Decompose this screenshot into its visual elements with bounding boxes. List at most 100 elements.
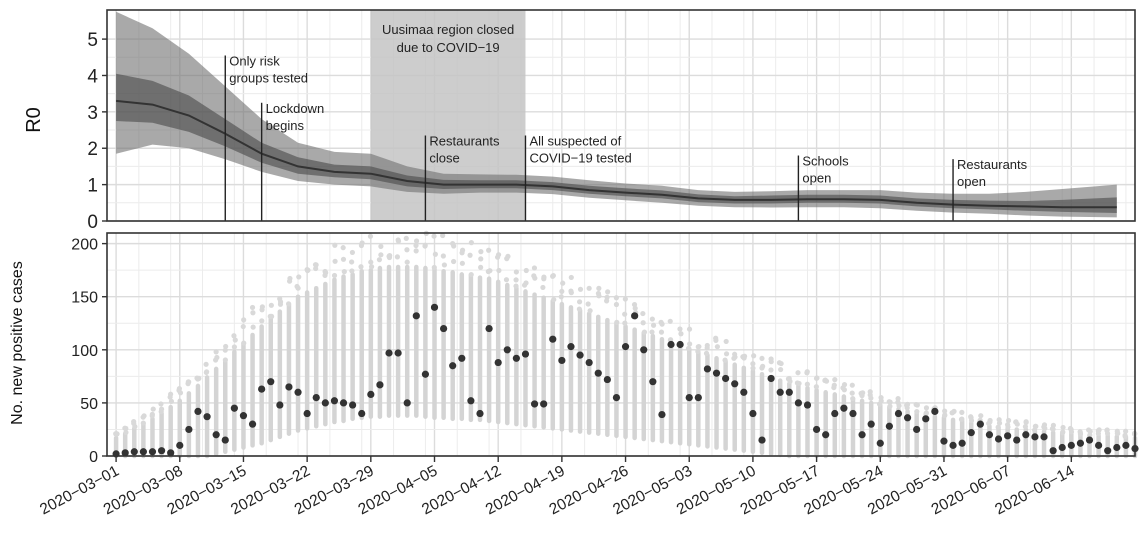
simulated-point <box>194 375 200 381</box>
simulated-point <box>313 262 319 268</box>
observed-point <box>449 362 457 370</box>
observed-point <box>658 410 666 419</box>
simulated-point <box>167 394 173 400</box>
observed-point <box>467 397 475 405</box>
simulated-point <box>1095 431 1101 437</box>
simulated-point <box>395 238 402 244</box>
observed-point <box>858 431 866 439</box>
simulated-point <box>658 329 665 335</box>
observed-point <box>176 441 184 449</box>
observed-point <box>576 351 584 359</box>
simulated-point <box>640 320 646 326</box>
annotation-label: Schools <box>802 154 849 169</box>
r0-panel-border <box>106 9 1136 222</box>
simulated-point <box>468 271 474 278</box>
simulated-point <box>667 318 673 324</box>
simulated-point <box>686 326 693 332</box>
observed-point <box>640 346 648 354</box>
observed-point <box>722 374 730 383</box>
observed-point <box>258 385 266 393</box>
observed-point <box>230 404 238 412</box>
simulated-point <box>513 277 519 283</box>
observed-point <box>303 409 311 418</box>
simulated-point <box>150 406 156 412</box>
simulated-point <box>878 394 884 401</box>
simulated-point <box>904 405 910 411</box>
observed-point <box>349 401 357 409</box>
simulated-point <box>714 344 720 350</box>
simulated-point <box>760 363 766 369</box>
y-tick-label: 50 <box>80 396 98 413</box>
observed-point <box>885 422 893 430</box>
observed-point <box>831 409 839 418</box>
annotation: Schools open <box>797 154 849 221</box>
simulated-point <box>978 413 984 419</box>
simulated-point <box>641 329 648 335</box>
annotation-label: open <box>957 174 986 189</box>
simulated-point <box>1023 419 1029 425</box>
simulated-point <box>1115 430 1121 437</box>
simulated-point <box>914 408 920 415</box>
simulated-point <box>413 242 419 249</box>
observed-point <box>358 409 366 418</box>
simulated-point <box>540 284 546 291</box>
observed-point <box>649 378 657 386</box>
y-tick-label: 5 <box>87 30 98 51</box>
simulated-point <box>585 301 591 307</box>
observed-point <box>1076 439 1085 447</box>
simulated-point <box>176 387 182 393</box>
simulated-point <box>741 353 748 359</box>
simulated-point <box>558 294 564 300</box>
simulated-point <box>341 269 347 275</box>
observed-point <box>1085 436 1094 444</box>
simulated-point <box>577 286 584 292</box>
annotation-label: COVID−19 tested <box>529 151 631 166</box>
observed-point <box>1031 433 1039 441</box>
simulated-point <box>614 319 620 325</box>
simulated-point <box>586 285 592 291</box>
simulated-point <box>494 254 501 260</box>
simulated-point <box>776 360 783 366</box>
simulated-point <box>431 233 437 239</box>
simulated-point <box>140 420 146 426</box>
simulated-point <box>168 398 175 404</box>
simulated-point <box>778 366 784 373</box>
simulated-point <box>550 272 556 279</box>
simulated-point <box>113 431 120 437</box>
y-tick-label: 3 <box>87 103 98 124</box>
simulated-point <box>431 264 437 271</box>
simulated-point <box>804 369 810 375</box>
simulated-point <box>622 320 628 326</box>
observed-point <box>694 393 702 402</box>
simulated-point <box>513 269 519 275</box>
observed-point <box>621 343 630 351</box>
simulated-point <box>622 311 628 317</box>
simulated-point <box>513 283 519 289</box>
observed-point <box>840 404 848 412</box>
observed-point <box>421 370 430 378</box>
simulated-point <box>140 414 146 420</box>
observed-point <box>540 400 548 408</box>
observed-point <box>985 431 994 439</box>
simulated-point <box>222 357 228 363</box>
simulated-point <box>531 273 537 279</box>
y-tick-label: 150 <box>71 290 98 307</box>
simulated-point <box>132 424 138 430</box>
simulated-point <box>678 331 684 337</box>
simulated-point <box>794 380 801 386</box>
simulated-point <box>349 249 356 256</box>
simulated-point <box>378 243 384 250</box>
simulated-point <box>296 274 302 280</box>
observed-point <box>685 393 693 402</box>
simulated-point <box>368 259 374 265</box>
simulated-point <box>713 337 719 343</box>
simulated-point <box>378 252 384 258</box>
observed-point <box>167 449 175 457</box>
simulated-point <box>295 285 301 291</box>
simulated-point <box>596 285 602 291</box>
simulated-point <box>441 262 447 268</box>
observed-point <box>812 425 821 434</box>
simulated-point <box>331 272 338 279</box>
simulated-point <box>632 305 638 311</box>
observed-point <box>749 409 757 418</box>
